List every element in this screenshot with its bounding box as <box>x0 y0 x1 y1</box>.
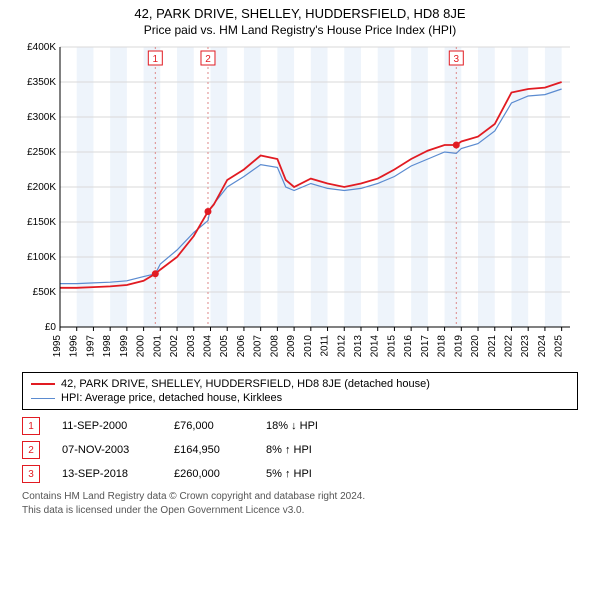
svg-text:2008: 2008 <box>269 335 280 358</box>
footer-line-2: This data is licensed under the Open Gov… <box>22 504 578 518</box>
price-chart: £0 £50K £100K £150K £200K £250K £300K £350K £400… <box>18 41 590 366</box>
legend-item: HPI: Average price, detached house, Kirk… <box>31 391 569 405</box>
legend-swatch <box>31 398 55 399</box>
chart-svg: £0 £50K £100K £150K £200K £250K £300K £350K £400… <box>18 41 578 361</box>
legend: 42, PARK DRIVE, SHELLEY, HUDDERSFIELD, H… <box>22 372 578 410</box>
svg-text:2023: 2023 <box>520 335 531 358</box>
transaction-row: 3 13-SEP-2018 £260,000 5% ↑ HPI <box>22 462 578 486</box>
svg-text:2011: 2011 <box>320 335 331 357</box>
transaction-marker: 1 <box>22 417 40 435</box>
transaction-marker: 3 <box>22 465 40 483</box>
svg-text:2005: 2005 <box>219 335 230 358</box>
transaction-date: 07-NOV-2003 <box>62 444 152 456</box>
svg-text:3: 3 <box>454 54 460 65</box>
svg-text:1997: 1997 <box>85 335 96 358</box>
transaction-row: 1 11-SEP-2000 £76,000 18% ↓ HPI <box>22 414 578 438</box>
svg-text:2020: 2020 <box>470 335 481 358</box>
transaction-date: 11-SEP-2000 <box>62 420 152 432</box>
page-subtitle: Price paid vs. HM Land Registry's House … <box>0 23 600 37</box>
attribution-text: Contains HM Land Registry data © Crown c… <box>22 490 578 517</box>
svg-text:£150K: £150K <box>27 217 56 228</box>
svg-text:1: 1 <box>153 54 159 65</box>
svg-text:£250K: £250K <box>27 147 56 158</box>
svg-text:2015: 2015 <box>386 335 397 358</box>
svg-text:2012: 2012 <box>336 335 347 358</box>
svg-text:2: 2 <box>205 54 211 65</box>
svg-text:1998: 1998 <box>102 335 113 358</box>
svg-text:2003: 2003 <box>186 335 197 358</box>
svg-text:1996: 1996 <box>69 335 80 358</box>
svg-text:£0: £0 <box>45 322 57 333</box>
svg-text:£400K: £400K <box>27 42 56 53</box>
svg-text:2025: 2025 <box>554 335 565 358</box>
svg-text:£100K: £100K <box>27 252 56 263</box>
svg-text:2016: 2016 <box>403 335 414 358</box>
svg-text:1995: 1995 <box>52 335 63 358</box>
transaction-table: 1 11-SEP-2000 £76,000 18% ↓ HPI 2 07-NOV… <box>22 414 578 486</box>
svg-text:2000: 2000 <box>136 335 147 358</box>
page-title: 42, PARK DRIVE, SHELLEY, HUDDERSFIELD, H… <box>0 6 600 21</box>
svg-text:£50K: £50K <box>33 287 57 298</box>
svg-text:2007: 2007 <box>253 335 264 358</box>
svg-text:2014: 2014 <box>370 335 381 358</box>
legend-swatch <box>31 383 55 385</box>
svg-text:2024: 2024 <box>537 335 548 358</box>
transaction-diff: 5% ↑ HPI <box>266 468 356 480</box>
legend-item: 42, PARK DRIVE, SHELLEY, HUDDERSFIELD, H… <box>31 377 569 391</box>
svg-text:2013: 2013 <box>353 335 364 358</box>
transaction-row: 2 07-NOV-2003 £164,950 8% ↑ HPI <box>22 438 578 462</box>
transaction-diff: 18% ↓ HPI <box>266 420 356 432</box>
transaction-diff: 8% ↑ HPI <box>266 444 356 456</box>
svg-text:£200K: £200K <box>27 182 56 193</box>
legend-label: 42, PARK DRIVE, SHELLEY, HUDDERSFIELD, H… <box>61 378 430 390</box>
svg-text:2017: 2017 <box>420 335 431 358</box>
svg-text:£350K: £350K <box>27 77 56 88</box>
svg-text:2009: 2009 <box>286 335 297 358</box>
svg-text:1999: 1999 <box>119 335 130 358</box>
svg-text:2021: 2021 <box>487 335 498 358</box>
transaction-price: £76,000 <box>174 420 244 432</box>
transaction-price: £164,950 <box>174 444 244 456</box>
transaction-marker: 2 <box>22 441 40 459</box>
footer-line-1: Contains HM Land Registry data © Crown c… <box>22 490 578 504</box>
svg-text:2018: 2018 <box>437 335 448 358</box>
legend-label: HPI: Average price, detached house, Kirk… <box>61 392 282 404</box>
svg-text:2022: 2022 <box>503 335 514 358</box>
svg-text:£300K: £300K <box>27 112 56 123</box>
svg-text:2004: 2004 <box>202 335 213 358</box>
transaction-date: 13-SEP-2018 <box>62 468 152 480</box>
svg-text:2002: 2002 <box>169 335 180 358</box>
transaction-price: £260,000 <box>174 468 244 480</box>
svg-text:2010: 2010 <box>303 335 314 358</box>
svg-text:2001: 2001 <box>152 335 163 358</box>
svg-text:2019: 2019 <box>453 335 464 358</box>
svg-text:2006: 2006 <box>236 335 247 358</box>
